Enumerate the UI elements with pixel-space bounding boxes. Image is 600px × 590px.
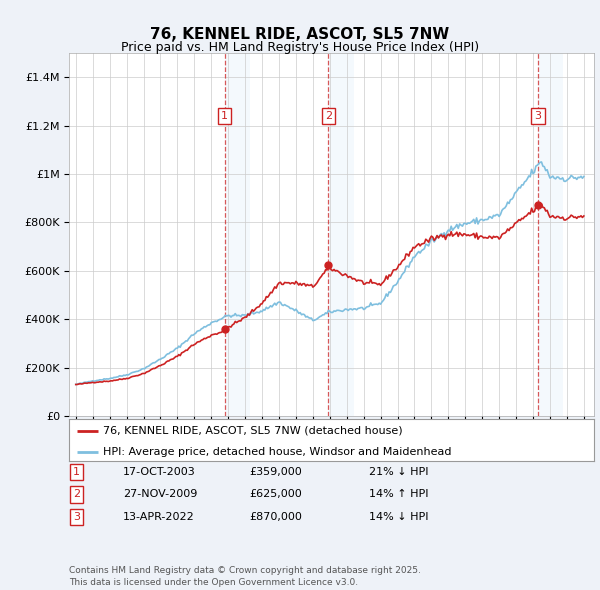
Bar (328, 53, 353, 416)
Text: 3: 3 (535, 111, 541, 121)
Text: 76, KENNEL RIDE, ASCOT, SL5 7NW: 76, KENNEL RIDE, ASCOT, SL5 7NW (151, 27, 449, 41)
Bar (224, 53, 250, 416)
Text: 14% ↑ HPI: 14% ↑ HPI (369, 490, 428, 499)
Text: 21% ↓ HPI: 21% ↓ HPI (369, 467, 428, 477)
Text: 3: 3 (73, 512, 80, 522)
Text: HPI: Average price, detached house, Windsor and Maidenhead: HPI: Average price, detached house, Wind… (103, 447, 452, 457)
Text: 76, KENNEL RIDE, ASCOT, SL5 7NW (detached house): 76, KENNEL RIDE, ASCOT, SL5 7NW (detache… (103, 426, 403, 436)
Text: Contains HM Land Registry data © Crown copyright and database right 2025.
This d: Contains HM Land Registry data © Crown c… (69, 566, 421, 587)
Text: 17-OCT-2003: 17-OCT-2003 (123, 467, 196, 477)
Text: £625,000: £625,000 (249, 490, 302, 499)
Text: 27-NOV-2009: 27-NOV-2009 (123, 490, 197, 499)
Text: 2: 2 (325, 111, 332, 121)
Text: 1: 1 (221, 111, 228, 121)
Bar (538, 53, 563, 416)
Text: £359,000: £359,000 (249, 467, 302, 477)
Text: 1: 1 (73, 467, 80, 477)
Text: Price paid vs. HM Land Registry's House Price Index (HPI): Price paid vs. HM Land Registry's House … (121, 41, 479, 54)
Text: 2: 2 (73, 490, 80, 499)
Text: 14% ↓ HPI: 14% ↓ HPI (369, 512, 428, 522)
Text: 13-APR-2022: 13-APR-2022 (123, 512, 195, 522)
Text: £870,000: £870,000 (249, 512, 302, 522)
